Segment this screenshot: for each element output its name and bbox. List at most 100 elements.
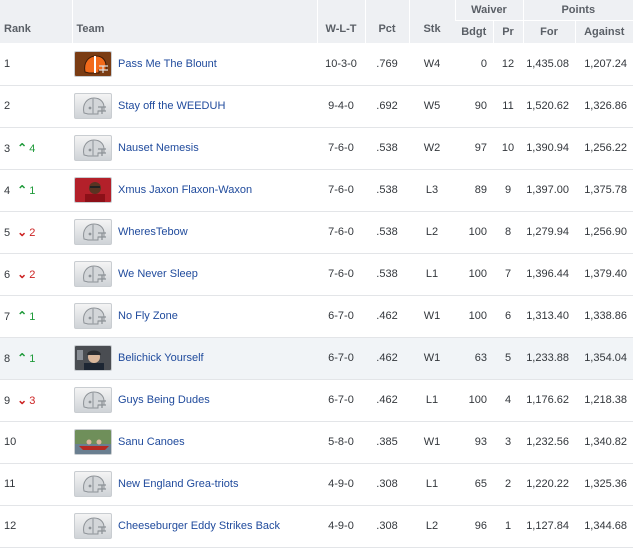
- against-cell: 1,218.38: [584, 394, 628, 406]
- table-row[interactable]: 10 Sanu Canoes 5-8-0 .385 W1 93 3 1,232.56 1,340…: [0, 421, 633, 463]
- against-cell: 1,354.04: [584, 352, 628, 364]
- team-name-link[interactable]: We Never Sleep: [118, 268, 198, 280]
- team-name-link[interactable]: New England Grea-triots: [118, 478, 239, 490]
- table-row[interactable]: 2 Stay off the WEEDUH 9-4-0 .692 W5 90 11 1,520…: [0, 85, 633, 127]
- team-name-link[interactable]: Stay off the WEEDUH: [118, 100, 226, 112]
- wlt-cell: 4-9-0: [328, 520, 354, 532]
- pr-cell: 8: [504, 226, 512, 238]
- rank-header[interactable]: Rank: [0, 0, 72, 43]
- default-helmet-icon[interactable]: [74, 513, 112, 539]
- wlt-cell: 6-7-0: [328, 394, 354, 406]
- pr-header[interactable]: Pr: [492, 20, 524, 43]
- pct-cell: .538: [376, 226, 398, 238]
- pr-cell: 3: [504, 436, 512, 448]
- table-row[interactable]: 12 Cheeseburger Eddy Strikes Back 4-9-0 .30…: [0, 505, 633, 547]
- pr-cell: 9: [504, 184, 512, 196]
- rank-change: 4: [29, 143, 36, 155]
- team-name-link[interactable]: Nauset Nemesis: [118, 142, 199, 154]
- team-name-link[interactable]: Xmus Jaxon Flaxon-Waxon: [118, 184, 253, 196]
- for-cell: 1,520.62: [526, 100, 570, 112]
- against-cell: 1,326.86: [584, 100, 628, 112]
- coach-photo-icon[interactable]: [74, 345, 112, 371]
- table-row[interactable]: 11 New England Grea-triots 4-9-0 .308 L1 65 2 1…: [0, 463, 633, 505]
- rank-number: 3: [4, 143, 11, 155]
- rank-number: 12: [4, 520, 17, 532]
- rank-cell: 3 ⌃ 4: [0, 127, 72, 169]
- rank-cell: 10: [0, 421, 72, 463]
- wlt-cell: 6-7-0: [328, 352, 354, 364]
- team-name-link[interactable]: Belichick Yourself: [118, 352, 204, 364]
- for-cell: 1,396.44: [526, 268, 570, 280]
- against-cell: 1,379.40: [584, 268, 628, 280]
- table-row[interactable]: 1 Pass Me The Blount 10-3-0 .769 W4 0 12 1,435.…: [0, 43, 633, 85]
- pr-cell: 1: [504, 520, 512, 532]
- team-name-link[interactable]: Sanu Canoes: [118, 436, 185, 448]
- table-row[interactable]: 4 ⌃ 1 Xmus Jaxon Flaxon-Waxon 7-6-0 .538 L3 89 9…: [0, 169, 633, 211]
- rank-number: 7: [4, 311, 11, 323]
- stk-cell: W4: [423, 57, 441, 70]
- wlt-cell: 4-9-0: [328, 478, 354, 490]
- stk-cell: L1: [425, 268, 439, 280]
- rank-cell: 12: [0, 505, 72, 547]
- table-row[interactable]: 7 ⌃ 1 No Fly Zone 6-7-0 .462 W1 100 6 1,313.40 1,3…: [0, 295, 633, 337]
- pct-cell: .692: [376, 100, 398, 112]
- pct-cell: .769: [376, 57, 398, 70]
- wlt-header[interactable]: W-L-T: [316, 0, 365, 43]
- pct-header[interactable]: Pct: [364, 0, 409, 43]
- team-name-link[interactable]: No Fly Zone: [118, 310, 178, 322]
- table-row[interactable]: 8 ⌃ 1 Belichick Yourself 6-7-0 .462 W1 63 5 1,233…: [0, 337, 633, 379]
- stk-cell: L3: [425, 184, 439, 196]
- pct-cell: .538: [376, 268, 398, 280]
- table-body: 1 Pass Me The Blount 10-3-0.769 W4 0 12 1,435.…: [0, 43, 633, 547]
- wlt-cell: 7-6-0: [328, 226, 354, 238]
- default-helmet-icon[interactable]: [74, 135, 112, 161]
- wlt-cell: 7-6-0: [328, 142, 354, 154]
- against-header[interactable]: Against: [574, 20, 633, 43]
- team-cell: Belichick Yourself: [72, 337, 317, 379]
- table-row[interactable]: 9 ⌄ 3 Guys Being Dudes 6-7-0 .462 L1 100 4 1,176.…: [0, 379, 633, 421]
- default-helmet-icon[interactable]: [74, 261, 112, 287]
- rank-change: 2: [29, 269, 36, 281]
- bdgt-cell: 100: [468, 226, 487, 238]
- pr-cell: 12: [501, 57, 515, 70]
- team-name-link[interactable]: Guys Being Dudes: [118, 394, 210, 406]
- table-row[interactable]: 5 ⌄ 2 WheresTebow 7-6-0 .538 L2 100 8 1,279.94 1,2…: [0, 211, 633, 253]
- default-helmet-icon[interactable]: [74, 303, 112, 329]
- pr-cell: 11: [502, 100, 514, 112]
- for-cell: 1,435.08: [526, 57, 570, 70]
- for-header[interactable]: For: [522, 20, 576, 43]
- stk-cell: W1: [423, 352, 441, 364]
- wlt-cell: 7-6-0: [328, 184, 354, 196]
- against-cell: 1,375.78: [584, 184, 628, 196]
- bdgt-header[interactable]: Bdgt: [455, 20, 493, 43]
- default-helmet-icon[interactable]: [74, 471, 112, 497]
- pct-cell: .308: [376, 478, 398, 490]
- team-name-link[interactable]: Pass Me The Blount: [118, 57, 217, 70]
- rank-number: 8: [4, 353, 11, 365]
- for-cell: 1,279.94: [526, 226, 570, 238]
- default-helmet-icon[interactable]: [74, 219, 112, 245]
- team-cell: No Fly Zone: [72, 295, 317, 337]
- against-cell: 1,256.22: [584, 142, 628, 154]
- bdgt-cell: 100: [468, 394, 487, 406]
- default-helmet-icon[interactable]: [74, 93, 112, 119]
- browns-helmet-icon[interactable]: [74, 50, 112, 77]
- rank-cell: 4 ⌃ 1: [0, 169, 72, 211]
- default-helmet-icon[interactable]: [74, 387, 112, 413]
- for-cell: 1,233.88: [526, 352, 570, 364]
- team-header[interactable]: Team: [71, 0, 317, 43]
- rank-change: 1: [29, 185, 36, 197]
- pr-cell: 7: [504, 268, 512, 280]
- team-name-link[interactable]: Cheeseburger Eddy Strikes Back: [118, 520, 281, 532]
- table-row[interactable]: 6 ⌄ 2 We Never Sleep 7-6-0 .538 L1 100 7 1,396.44…: [0, 253, 633, 295]
- team-cell: Stay off the WEEDUH: [72, 85, 317, 127]
- team-cell: We Never Sleep: [72, 253, 317, 295]
- rank-change: 3: [29, 395, 36, 407]
- table-row[interactable]: 3 ⌃ 4 Nauset Nemesis 7-6-0 .538 W2 97 10 1,390.94…: [0, 127, 633, 169]
- stk-cell: W1: [423, 310, 441, 322]
- team-name-link[interactable]: WheresTebow: [118, 226, 188, 238]
- stk-header[interactable]: Stk: [408, 0, 455, 43]
- canoe-photo-icon[interactable]: [74, 429, 112, 455]
- rank-number: 2: [4, 100, 11, 112]
- player-photo-icon[interactable]: [74, 177, 112, 203]
